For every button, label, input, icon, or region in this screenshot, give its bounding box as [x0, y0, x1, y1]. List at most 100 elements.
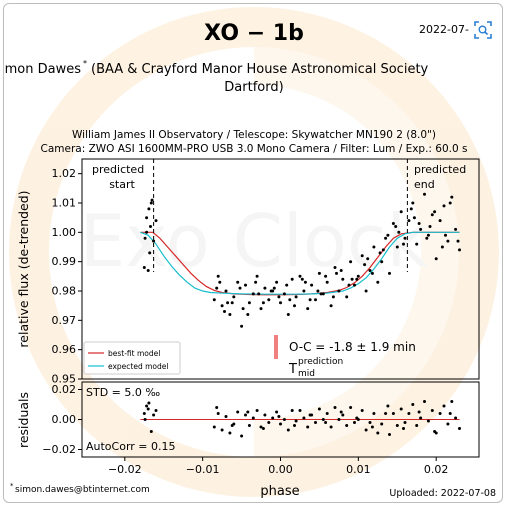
- expected-model-line: [140, 231, 460, 295]
- affiliation-line1: (BAA & Crayford Manor House Astronomical…: [91, 62, 429, 77]
- residual-point: [384, 412, 388, 415]
- data-point: [388, 271, 391, 275]
- legend-label-expected: expected model: [108, 362, 168, 371]
- data-point: [146, 269, 150, 272]
- residual-point: [216, 412, 220, 415]
- data-point: [306, 307, 310, 311]
- tmid-superscript: prediction: [298, 357, 343, 367]
- residual-point: [212, 425, 216, 429]
- data-point: [364, 289, 368, 293]
- residual-point: [240, 434, 244, 438]
- data-point: [409, 207, 413, 211]
- residual-point: [279, 422, 282, 426]
- residual-point: [321, 418, 325, 421]
- residual-point: [442, 404, 446, 408]
- residual-point: [386, 404, 390, 408]
- residual-point: [317, 407, 321, 411]
- flux-axes-frame: [81, 158, 480, 380]
- residual-point: [302, 416, 306, 420]
- data-point: [356, 274, 360, 278]
- residual-point: [450, 400, 454, 403]
- residual-point: [368, 421, 372, 424]
- data-point: [255, 274, 259, 278]
- oc-marker: [274, 335, 278, 359]
- legend-box: [83, 341, 181, 375]
- observer-email: simon.dawes@btinternet.com: [15, 485, 150, 495]
- data-point: [454, 227, 458, 231]
- residual-point: [324, 421, 328, 424]
- data-point: [345, 295, 349, 299]
- data-point: [360, 254, 364, 258]
- data-point: [403, 236, 407, 240]
- legend: best-fit model expected model: [83, 341, 181, 375]
- data-point: [391, 222, 395, 225]
- residual-point: [433, 430, 437, 433]
- data-point: [145, 216, 149, 220]
- data-point: [433, 210, 437, 214]
- residual-point: [360, 409, 364, 412]
- residual-point: [446, 422, 450, 426]
- flux-ylabel: relative flux (de-trended): [16, 190, 31, 347]
- data-point: [232, 295, 236, 299]
- residual-point: [417, 410, 421, 414]
- std-text: STD = 5.0 ‰: [86, 386, 160, 399]
- uploaded-date: Uploaded: 2022-07-08: [389, 488, 496, 499]
- tmid-subscript: mid: [298, 369, 315, 379]
- residual-point: [388, 433, 391, 436]
- data-point: [366, 257, 370, 261]
- data-point: [212, 298, 216, 302]
- data-point: [282, 292, 286, 296]
- data-point: [380, 260, 384, 264]
- data-point: [310, 283, 314, 287]
- data-point: [254, 280, 258, 284]
- residuals-ylabel: residuals: [16, 392, 31, 448]
- data-point: [215, 286, 219, 290]
- data-point: [259, 307, 263, 311]
- data-point: [288, 298, 292, 302]
- residual-point: [145, 404, 149, 408]
- affiliation-line2: Dartford): [224, 80, 283, 95]
- data-point: [355, 277, 359, 281]
- data-point: [228, 313, 232, 316]
- residual-point: [329, 425, 333, 429]
- residual-point: [215, 406, 219, 409]
- expand-icon[interactable]: [474, 21, 492, 39]
- residual-point: [261, 427, 265, 430]
- watermark-text: Exo Clock: [80, 199, 429, 283]
- data-point: [319, 292, 323, 296]
- data-point: [298, 274, 302, 278]
- residual-point: [275, 410, 279, 414]
- residual-point: [325, 412, 329, 415]
- predicted-start-label: predicted: [92, 163, 144, 176]
- data-point: [224, 289, 228, 293]
- data-point: [329, 304, 333, 308]
- residual-point: [341, 413, 345, 417]
- data-point: [417, 222, 421, 225]
- data-point: [285, 283, 289, 287]
- data-point: [241, 307, 245, 311]
- data-point: [142, 266, 146, 269]
- residual-point: [152, 413, 156, 417]
- x-tick-label: 0.00: [268, 463, 293, 476]
- predicted-end-sublabel: end: [414, 178, 435, 191]
- data-point: [290, 277, 294, 281]
- residual-point: [220, 428, 224, 432]
- data-point: [376, 280, 380, 284]
- residual-point: [224, 415, 228, 418]
- data-point: [272, 286, 276, 290]
- flux-ytick-label: 0.97: [52, 314, 77, 327]
- residual-point: [376, 431, 380, 435]
- data-point: [226, 301, 230, 305]
- residual-point: [143, 418, 147, 421]
- data-point: [149, 225, 152, 228]
- residual-point: [255, 409, 259, 412]
- residuals-y-ticks: −0.02 0.00 0.02: [42, 383, 82, 456]
- residual-point: [345, 424, 349, 427]
- data-point: [244, 283, 247, 287]
- residual-point: [293, 424, 296, 427]
- residual-point: [246, 410, 250, 414]
- residual-point: [154, 409, 158, 412]
- data-point: [154, 219, 158, 223]
- data-point: [149, 201, 153, 205]
- data-point: [438, 219, 442, 223]
